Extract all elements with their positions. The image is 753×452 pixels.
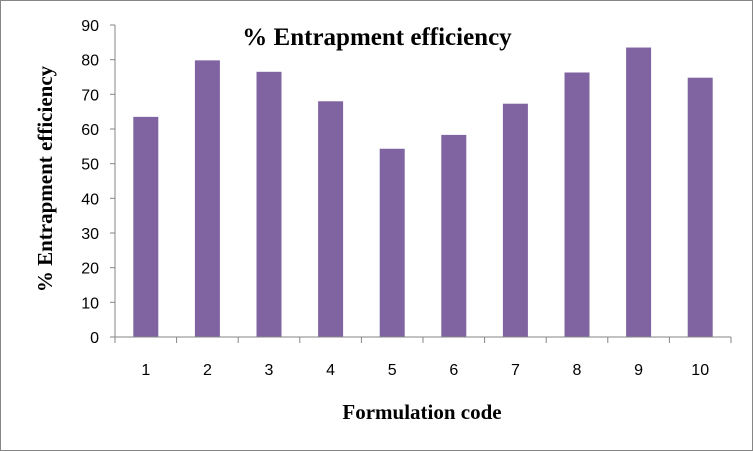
y-tick-label: 80 <box>81 53 99 70</box>
bar-1 <box>133 116 159 337</box>
bars-layer <box>133 47 713 338</box>
bar-10 <box>687 77 713 338</box>
y-tick-label: 50 <box>81 157 99 174</box>
y-tick-label: 40 <box>81 191 99 208</box>
x-tick-label: 9 <box>634 362 643 379</box>
x-tick-label: 5 <box>388 362 397 379</box>
chart-title: % Entrapment efficiency <box>242 24 512 51</box>
y-tick-label: 70 <box>81 87 99 104</box>
bar-3 <box>256 71 282 338</box>
x-tick-label: 8 <box>573 362 582 379</box>
bar-2 <box>194 60 220 338</box>
y-tick-labels: 0 10 20 30 40 50 60 70 80 90 <box>81 18 99 347</box>
y-tick-label: 0 <box>90 330 99 347</box>
axes-layer <box>110 24 732 343</box>
x-tick-label: 3 <box>265 362 274 379</box>
y-tick-label: 60 <box>81 122 99 139</box>
bar-9 <box>626 47 652 338</box>
bar-7 <box>502 103 528 338</box>
y-tick-label: 10 <box>81 295 99 312</box>
y-axis-title: % Entrapment efficiency <box>33 65 57 292</box>
x-axis-title: Formulation code <box>342 400 501 424</box>
x-tick-label: 7 <box>511 362 520 379</box>
x-tick-label: 6 <box>449 362 458 379</box>
x-tick-label: 1 <box>141 362 150 379</box>
bar-5 <box>379 148 405 337</box>
y-tick-label: 20 <box>81 261 99 278</box>
y-tick-label: 30 <box>81 226 99 243</box>
y-tick-label: 90 <box>81 18 99 35</box>
bar-4 <box>318 101 344 338</box>
x-tick-labels: 1 2 3 4 5 6 7 8 9 10 <box>141 362 709 379</box>
x-tick-label: 4 <box>326 362 335 379</box>
bar-6 <box>441 134 467 337</box>
bar-8 <box>564 72 590 337</box>
x-tick-label: 2 <box>203 362 212 379</box>
x-tick-label: 10 <box>691 362 709 379</box>
